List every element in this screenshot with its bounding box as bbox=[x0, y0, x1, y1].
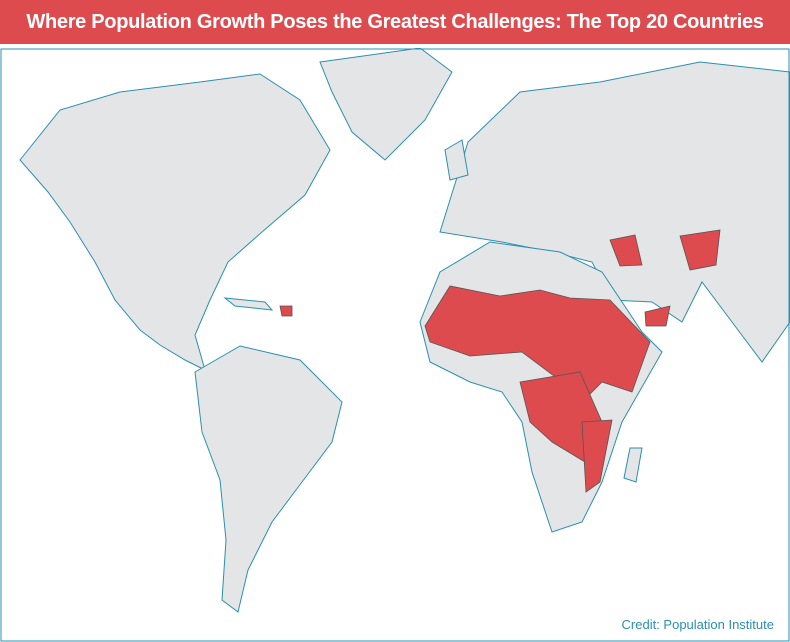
south-america bbox=[194, 345, 343, 613]
greenland bbox=[319, 48, 453, 161]
madagascar bbox=[623, 447, 643, 483]
credit: Credit: Population Institute bbox=[621, 617, 774, 632]
title-banner: Where Population Growth Poses the Greate… bbox=[0, 0, 790, 44]
north-america bbox=[19, 73, 331, 371]
sahel-countries bbox=[424, 285, 651, 403]
afghanistan bbox=[679, 229, 721, 271]
iraq bbox=[609, 234, 643, 267]
yemen bbox=[644, 305, 671, 327]
map-frame bbox=[0, 48, 790, 642]
world-map bbox=[0, 48, 790, 642]
uk bbox=[444, 139, 469, 181]
title: Where Population Growth Poses the Greate… bbox=[26, 11, 764, 33]
mozambique bbox=[581, 419, 613, 493]
eurasia bbox=[439, 61, 790, 363]
cuba bbox=[223, 297, 274, 311]
haiti bbox=[279, 305, 293, 317]
